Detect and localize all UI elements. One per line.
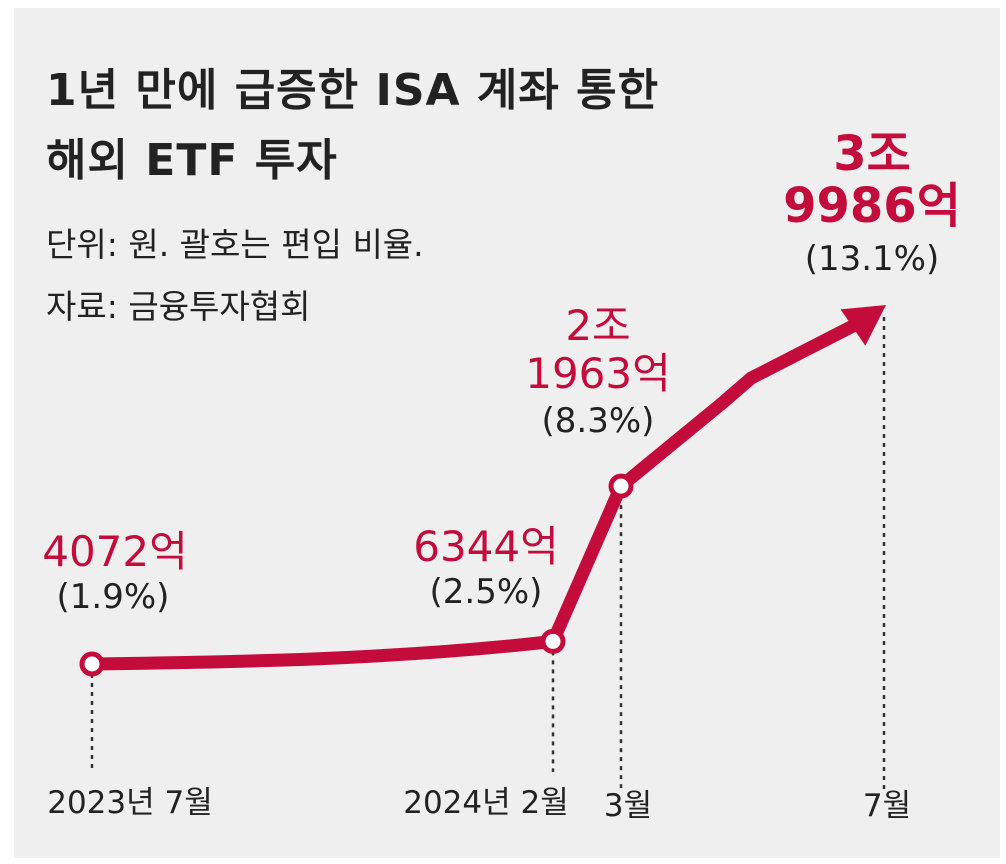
chart-title-line-1: 1년 만에 급증한 ISA 계좌 통한 <box>46 65 660 116</box>
value-label: 9986억 <box>783 178 961 234</box>
data-point <box>540 628 566 654</box>
x-tick-label: 2023년 7월 <box>47 785 213 821</box>
percent-label: (1.9%) <box>57 577 170 617</box>
percent-label: (8.3%) <box>542 401 655 441</box>
data-point <box>79 651 105 677</box>
percent-label: (13.1%) <box>805 239 940 279</box>
chart-panel <box>14 8 1000 858</box>
arrowhead <box>840 305 886 346</box>
data-point <box>608 473 634 499</box>
value-label: 2조 <box>565 301 630 350</box>
value-label: 6344억 <box>413 522 559 571</box>
unit-note: 단위: 원. 괄호는 편입 비율. <box>46 225 424 264</box>
x-tick-label: 3월 <box>604 788 652 824</box>
value-label: 4072억 <box>42 527 188 576</box>
source-note: 자료: 금융투자협회 <box>46 287 311 326</box>
value-label: 1963억 <box>525 349 671 398</box>
series-line <box>85 312 873 671</box>
x-tick-label: 7월 <box>863 788 911 824</box>
percent-label: (2.5%) <box>430 572 543 612</box>
x-tick-label: 2024년 2월 <box>403 785 569 821</box>
value-label: 3조 <box>833 126 911 182</box>
chart-title-line-2: 해외 ETF 투자 <box>46 135 338 186</box>
